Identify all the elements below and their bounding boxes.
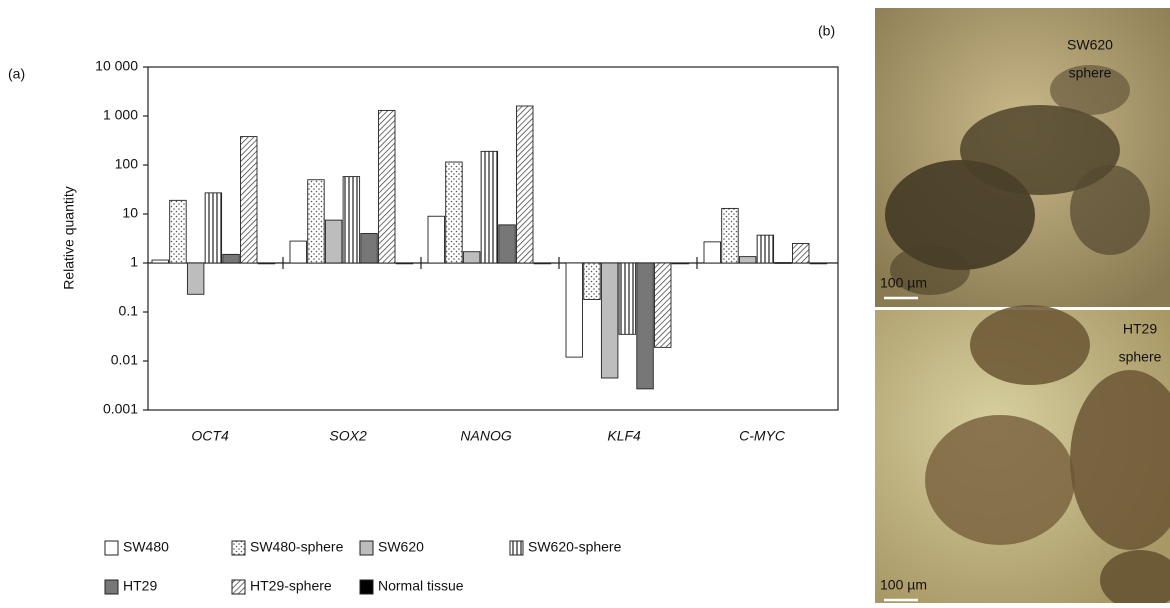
scale-label: 100 µm (880, 577, 927, 593)
legend-swatch (359, 540, 374, 556)
x-tick-label: SOX2 (329, 428, 367, 444)
bar (289, 240, 307, 264)
bar (565, 262, 583, 358)
bar (342, 176, 361, 264)
bar (721, 207, 739, 264)
bar (324, 219, 343, 264)
bar (445, 161, 463, 264)
plot-frame (147, 66, 839, 411)
micrograph (875, 8, 1170, 608)
image-label: sphere (1119, 349, 1162, 365)
bar (516, 105, 534, 264)
bar (583, 262, 601, 300)
bar (774, 262, 792, 264)
image-label: SW620 (1067, 37, 1113, 53)
legend-swatch (231, 579, 246, 595)
bar (480, 150, 499, 264)
legend-label: HT29-sphere (250, 578, 332, 594)
y-tick-label: 10 (122, 205, 138, 221)
legend-swatch (104, 540, 119, 556)
x-tick-label: NANOG (460, 428, 511, 444)
scale-label: 100 µm (880, 275, 927, 291)
image-label: HT29 (1123, 321, 1157, 337)
plot: 0.001 0.01 0.1 1 10 100 1 000 10 000 OCT4 SOX2 NAN… (95, 58, 838, 444)
y-tick-label: 0.1 (119, 303, 139, 319)
bar (462, 251, 481, 264)
bar (618, 262, 637, 335)
bar (654, 262, 672, 348)
legend-swatch (104, 579, 119, 595)
legend-swatch (359, 579, 374, 595)
bar (222, 253, 240, 264)
legend-label: SW620-sphere (528, 539, 622, 555)
bar (186, 262, 205, 295)
y-tick-label: 10 000 (95, 58, 138, 74)
bar (360, 233, 378, 264)
legend-swatch (509, 540, 524, 556)
bar (257, 262, 276, 265)
panel-label: (b) (818, 23, 835, 39)
bar (636, 262, 654, 390)
y-tick-label: 1 000 (103, 107, 138, 123)
bar (378, 109, 396, 264)
bar (498, 224, 516, 264)
legend-label: SW480 (123, 539, 169, 555)
bar (703, 241, 721, 264)
y-axis-label: Relative quantity (61, 186, 77, 290)
x-tick-label: C-MYC (739, 428, 786, 444)
bar (240, 136, 258, 264)
y-tick-label: 1 (130, 254, 138, 270)
bar (151, 259, 169, 264)
legend-label: HT29 (123, 578, 157, 594)
bar (809, 262, 828, 265)
panel-label: (a) (8, 66, 25, 82)
bar (756, 234, 775, 264)
y-tick-label: 100 (115, 156, 139, 172)
bar (169, 199, 187, 264)
image-label: sphere (1069, 65, 1112, 81)
bar (792, 243, 810, 264)
legend-label: Normal tissue (378, 578, 464, 594)
bar (427, 215, 445, 264)
bar (204, 192, 223, 264)
x-tick-label: KLF4 (607, 428, 641, 444)
bar (307, 179, 325, 264)
legend-label: SW480-sphere (250, 539, 344, 555)
x-tick-label: OCT4 (191, 428, 229, 444)
legend-label: SW620 (378, 539, 424, 555)
image-labels: SW620 sphere 100 µm HT29 sphere 100 µm (880, 37, 1162, 602)
bar (738, 256, 757, 264)
bar (533, 262, 552, 265)
bar (395, 262, 414, 265)
legend: SW480 SW480-sphere SW620 SW620-sphere HT29 HT… (104, 539, 622, 595)
y-tick-label: 0.01 (111, 352, 138, 368)
y-tick-label: 0.001 (103, 401, 138, 417)
bar (600, 262, 619, 379)
legend-swatch (231, 540, 246, 556)
bar (671, 262, 690, 265)
